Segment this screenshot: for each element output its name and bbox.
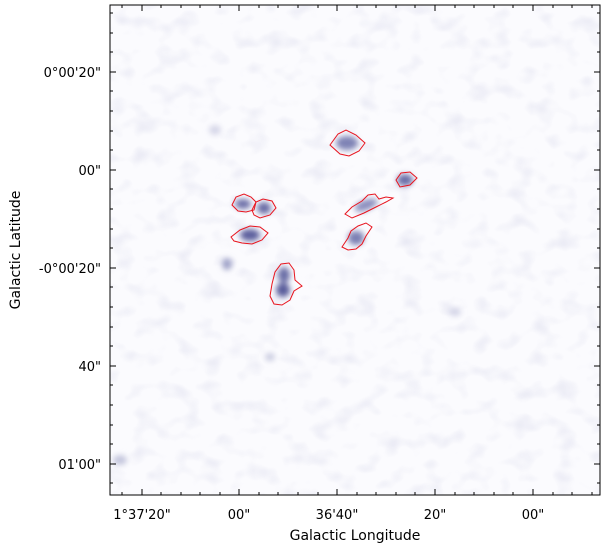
- x-tick-label: 00": [522, 508, 545, 523]
- y-axis-ticks: [110, 12, 600, 484]
- x-tick-label: 1°37'20": [113, 508, 170, 523]
- contour-2: [395, 171, 418, 188]
- plot-frame: [109, 4, 601, 496]
- x-axis-label: Galactic Longitude: [290, 528, 421, 544]
- contour-1: [329, 129, 366, 157]
- contour-lines: [230, 129, 418, 306]
- y-tick-label: 0°00'20": [44, 66, 101, 81]
- y-tick-label: 00": [78, 164, 101, 179]
- contour-8: [269, 262, 303, 306]
- y-tick-label: -0°00'20": [39, 262, 101, 277]
- y-tick-label: 01'00": [58, 458, 101, 473]
- x-tick-label: 20": [424, 508, 447, 523]
- x-tick-label: 36'40": [316, 508, 359, 523]
- contour-4: [341, 222, 373, 251]
- noise-background: [110, 5, 600, 495]
- contour-3: [344, 193, 395, 219]
- contour-7: [230, 225, 269, 245]
- x-tick-label: 00": [228, 508, 251, 523]
- contour-6: [251, 198, 277, 219]
- y-axis-label: Galactic Latitude: [8, 191, 24, 310]
- x-axis-ticks: [121, 5, 593, 495]
- emission-sources: [113, 125, 461, 465]
- y-tick-label: 40": [78, 360, 101, 375]
